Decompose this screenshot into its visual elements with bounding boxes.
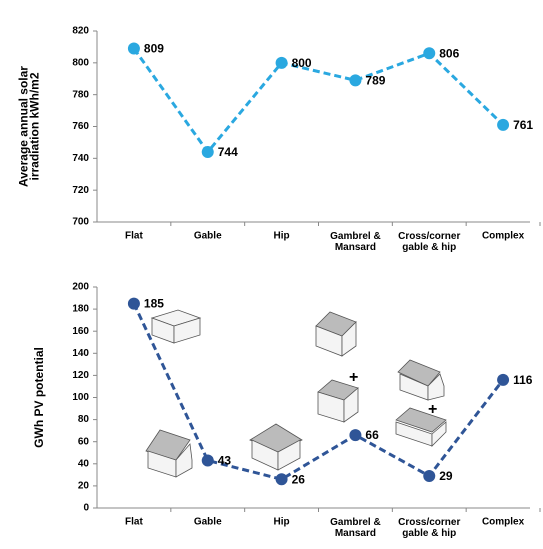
data-label: 26 (292, 472, 306, 486)
y-tick-label: 20 (78, 481, 90, 492)
data-label: 744 (218, 145, 238, 159)
x-tick-label: Cross/corner gable & hip (398, 517, 460, 539)
hip-roof-icon (277, 439, 301, 471)
y-tick-label: 160 (72, 326, 89, 337)
data-point (423, 469, 436, 482)
x-tick-label: Complex (482, 231, 525, 242)
data-point (201, 145, 214, 158)
x-tick-label: Flat (125, 517, 143, 528)
plus-sign: + (428, 401, 437, 418)
x-tick-label: Cross/corner gable & hip (398, 231, 460, 253)
x-tick-label: Gambrel & Mansard (330, 231, 381, 253)
x-tick-label: Gambrel & Mansard (330, 517, 381, 539)
y-tick-label: 740 (72, 153, 89, 164)
y-tick-label: 140 (72, 348, 89, 359)
y-tick-label: 100 (72, 392, 89, 403)
y-tick-label: 60 (78, 436, 90, 447)
flat-roof-icon (173, 317, 201, 344)
gable-roof-icon (175, 443, 193, 478)
data-label: 789 (365, 74, 385, 88)
data-label: 43 (218, 454, 232, 468)
data-point (349, 429, 362, 442)
y-tick-label: 760 (72, 121, 89, 132)
y-tick-label: 780 (72, 89, 89, 100)
x-tick-label: Flat (125, 231, 143, 242)
data-label: 809 (144, 42, 164, 56)
data-label: 116 (513, 373, 533, 387)
data-point (201, 454, 214, 467)
data-point (423, 47, 436, 60)
y-tick-label: 720 (72, 185, 89, 196)
data-point (349, 74, 362, 87)
y-tick-label: 80 (78, 414, 90, 425)
data-label: 806 (439, 46, 459, 60)
y-axis-label: Average annual solarirradiation kWh/m2 (17, 66, 42, 187)
x-tick-label: Gable (194, 517, 222, 528)
y-tick-label: 700 (72, 217, 89, 228)
x-tick-label: Gable (194, 231, 222, 242)
data-point (497, 118, 510, 131)
x-tick-label: Hip (274, 231, 290, 242)
y-tick-label: 0 (83, 503, 89, 514)
data-point (275, 473, 288, 486)
cross-hip-icon (395, 407, 447, 433)
y-tick-label: 820 (72, 26, 89, 37)
data-label: 185 (144, 297, 164, 311)
roof-icons: + + (145, 309, 447, 478)
y-tick-label: 800 (72, 57, 89, 68)
mansard-roof-icon (341, 321, 357, 357)
cross-hip-icon (431, 421, 447, 447)
x-tick-label: Hip (274, 517, 290, 528)
data-point (497, 373, 510, 386)
data-line (132, 302, 505, 481)
data-label: 761 (513, 118, 533, 132)
y-tick-label: 120 (72, 370, 89, 381)
y-tick-label: 200 (72, 282, 89, 293)
plus-sign: + (349, 369, 358, 386)
data-label: 800 (292, 56, 312, 70)
y-axis-label: GWh PV potential (32, 347, 46, 448)
data-line (132, 47, 505, 155)
data-point (127, 42, 140, 55)
y-tick-label: 180 (72, 304, 89, 315)
cross-gable-icon (427, 373, 445, 401)
data-label: 66 (365, 428, 379, 442)
x-tick-label: Complex (482, 517, 525, 528)
data-label: 29 (439, 469, 453, 483)
data-point (275, 56, 288, 69)
gambrel-roof-icon (343, 387, 359, 423)
y-tick-label: 40 (78, 458, 90, 469)
data-point (127, 297, 140, 310)
